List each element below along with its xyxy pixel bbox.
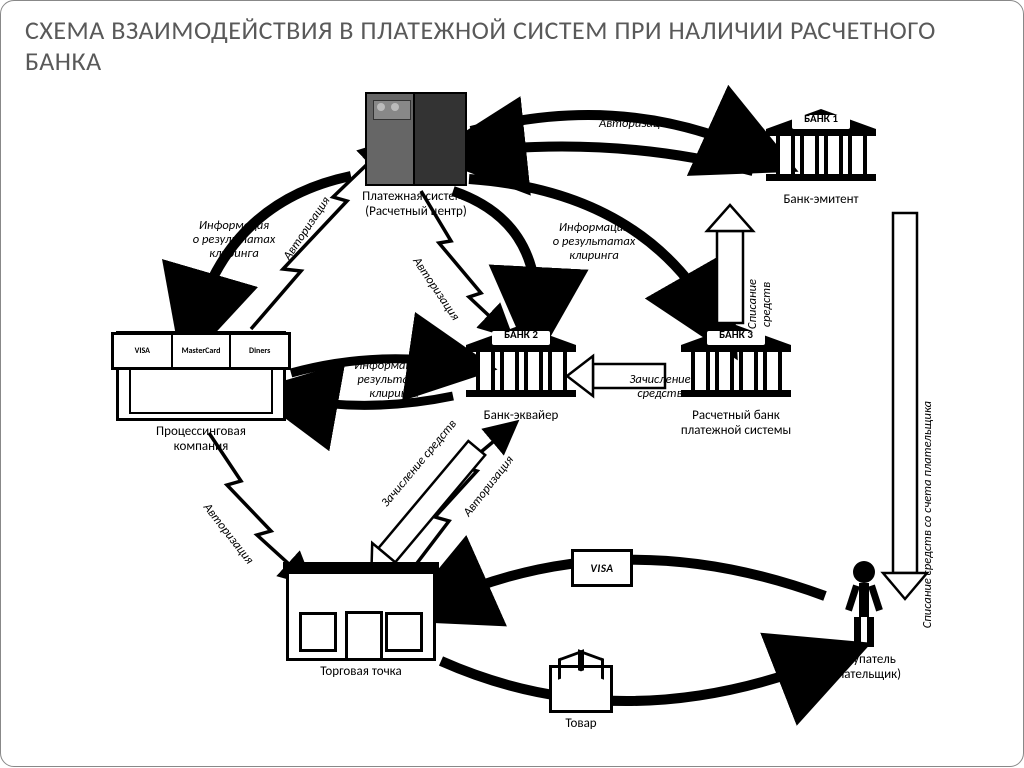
edge-label-e5: Информацияо результатахклиринга	[539, 221, 649, 262]
server-icon	[361, 91, 471, 186]
processing-icon: VISAMasterCardDiners	[116, 331, 286, 421]
edge-label-e7: Зачислениесредств	[605, 373, 715, 401]
edge-label-e15: Списание средств со счета плательщика	[921, 401, 935, 628]
card-icon: VISA	[571, 549, 633, 587]
node-label: Платежная система(Расчетный центр)	[351, 190, 481, 220]
edge-e1b	[476, 147, 753, 172]
diagram-frame: СХЕМА ВЗАИМОДЕЙСТВИЯ В ПЛАТЕЖНОЙ СИСТЕМ …	[0, 0, 1024, 767]
diagram-canvas: Платежная система(Расчетный центр) БАНК …	[1, 1, 1024, 768]
edge-label-e1: Авторизация	[599, 117, 672, 131]
edge-label-e2: Информацияо результатахклиринга	[179, 219, 289, 260]
edge-label-e8: Списаниесредств	[746, 279, 774, 329]
edge-e13	[441, 560, 825, 601]
node-payment-system: Платежная система(Расчетный центр)	[351, 91, 481, 220]
bank-icon: БАНК 2	[466, 325, 576, 405]
edge-e14	[441, 661, 825, 701]
node-label: Расчетный банкплатежной системы	[671, 409, 801, 439]
box-icon	[549, 665, 613, 713]
node-label: Покупатель(плательщик)	[819, 653, 909, 683]
node-card: VISA	[571, 549, 633, 587]
node-goods: Товар	[541, 665, 621, 732]
node-merchant: Торговая точка	[281, 571, 441, 680]
node-label: Банк-эмитент	[761, 193, 881, 208]
edge-label-e9: Информация орезультатахклиринга	[339, 359, 449, 400]
person-icon	[843, 561, 885, 649]
node-acquirer-bank: БАНК 2 Банк-эквайер	[461, 325, 581, 424]
node-processing: VISAMasterCardDiners Процессинговаякомпа…	[111, 331, 291, 455]
bank-icon: БАНК 1	[766, 109, 876, 189]
node-buyer: Покупатель(плательщик)	[819, 561, 909, 683]
shop-icon	[286, 571, 436, 661]
node-issuer-bank: БАНК 1 Банк-эмитент	[761, 109, 881, 208]
node-label: Товар	[541, 717, 621, 732]
node-label: Банк-эквайер	[461, 409, 581, 424]
node-label: Процессинговаякомпания	[111, 425, 291, 455]
node-label: Торговая точка	[281, 665, 441, 680]
